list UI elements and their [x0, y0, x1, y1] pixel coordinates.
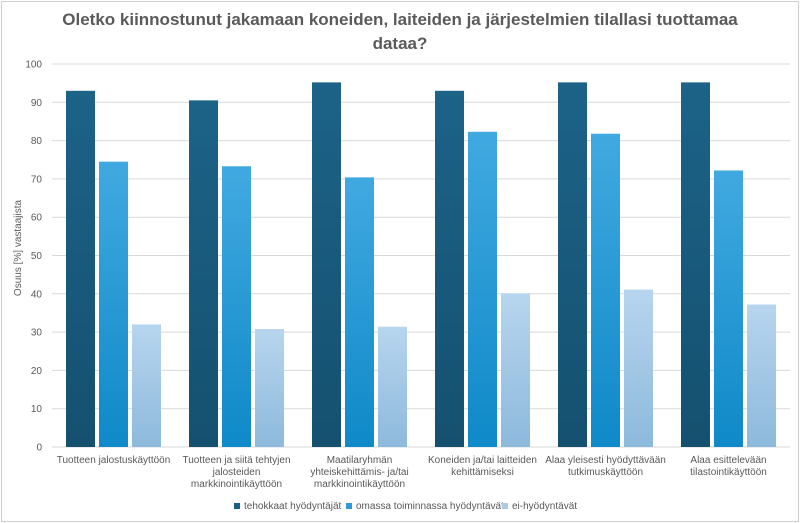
legend-swatch: [502, 503, 508, 509]
y-tick-label: 100: [25, 60, 42, 71]
category-label: Tuotteen ja siitä tehtyjen: [182, 455, 290, 466]
bar-2-2: [222, 166, 251, 448]
category-label: jalosteiden: [212, 467, 261, 478]
category-label: Maatilaryhmän: [327, 455, 393, 466]
y-tick-label: 60: [31, 213, 43, 224]
bar-1-4: [435, 90, 464, 447]
bar-2-6: [714, 170, 743, 447]
bar-1-6: [681, 82, 710, 447]
bar-3-2: [255, 329, 284, 447]
category-label: Tuotteen jalostuskäyttöön: [57, 455, 171, 466]
chart-title-line-2: dataa?: [372, 34, 428, 53]
chart-title: Oletko kiinnostunut jakamaan koneiden, l…: [0, 8, 800, 56]
bar-2-3: [345, 177, 374, 448]
bar-3-1: [132, 324, 161, 447]
legend-label: ei-hyödyntävät: [512, 501, 577, 512]
category-label: Alaa yleisesti hyödyttävään: [545, 455, 666, 466]
bar-3-6: [747, 304, 776, 447]
category-label: tilastointikäyttöön: [690, 467, 767, 478]
legend: tehokkaat hyödyntäjät omassa toiminnassa …: [234, 501, 577, 512]
y-tick-label: 0: [36, 443, 42, 454]
category-label: markkinointikäyttöön: [191, 479, 282, 490]
bar-3-4: [501, 293, 530, 447]
bar-1-2: [189, 100, 218, 447]
y-tick-label: 40: [31, 289, 43, 300]
chart-title-line-1: Oletko kiinnostunut jakamaan koneiden, l…: [62, 10, 738, 29]
y-tick-labels: 0 10 20 30 40 50 60 70 80 90 100: [25, 60, 42, 454]
legend-label: omassa toiminnassa hyödyntävät: [356, 501, 504, 512]
y-tick-label: 30: [31, 328, 43, 339]
category-label: Alaa esittelevään: [690, 455, 766, 466]
category-label: Koneiden ja/tai laitteiden: [428, 455, 537, 466]
bars: [66, 82, 776, 448]
bar-3-3: [378, 326, 407, 447]
y-tick-label: 20: [31, 366, 43, 377]
y-tick-label: 80: [31, 136, 43, 147]
y-tick-label: 10: [31, 404, 43, 415]
y-tick-label: 90: [31, 98, 43, 109]
legend-label: tehokkaat hyödyntäjät: [244, 501, 342, 512]
category-label: tutkimuskäyttöön: [568, 467, 643, 478]
bar-2-4: [468, 131, 497, 447]
bar-2-5: [591, 133, 620, 447]
bar-3-5: [624, 289, 653, 447]
bar-1-5: [558, 82, 587, 447]
legend-swatch: [234, 503, 240, 509]
y-tick-label: 70: [31, 174, 43, 185]
legend-swatch: [346, 503, 352, 509]
y-tick-label: 50: [31, 251, 43, 262]
gridlines: [52, 63, 790, 448]
category-label: yhteiskehittämis- ja/tai: [310, 467, 408, 478]
bar-1-1: [66, 90, 95, 447]
category-label: kehittämiseksi: [451, 467, 514, 478]
y-axis-label: Osuus [%] vastaajista: [13, 199, 24, 296]
bar-1-3: [312, 82, 341, 447]
bar-2-1: [99, 161, 128, 448]
category-labels: Tuotteen jalostuskäyttöön Tuotteen ja sii…: [57, 455, 767, 490]
category-label: markkinointikäyttöön: [314, 479, 405, 490]
